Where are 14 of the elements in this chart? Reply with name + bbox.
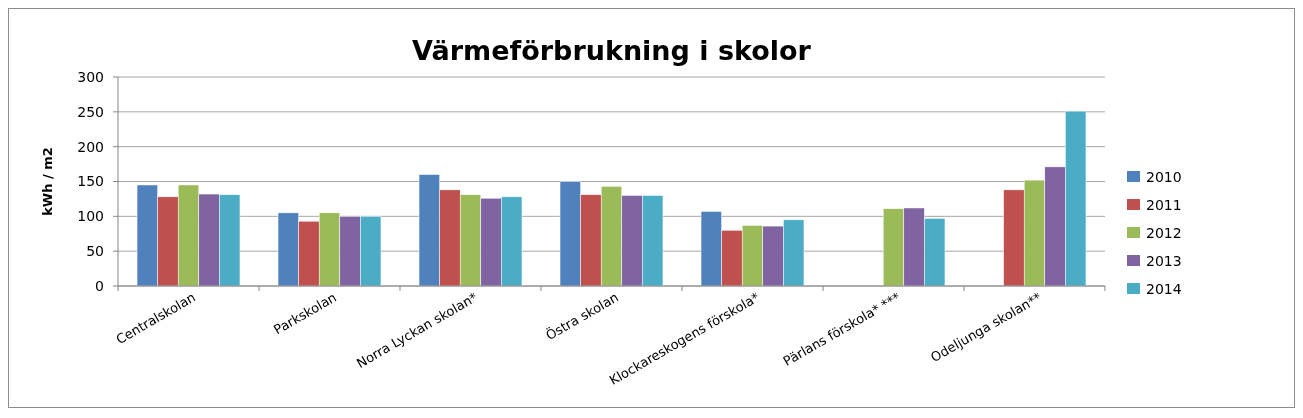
legend-label: 2014 — [1146, 280, 1182, 297]
legend-label: 2010 — [1146, 168, 1182, 185]
y-tick-label: 300 — [77, 68, 104, 85]
chart-title: Värmeförbrukning i skolor — [412, 35, 812, 66]
y-tick-label: 50 — [86, 243, 104, 260]
legend-label: 2012 — [1146, 224, 1182, 241]
y-tick-label: 200 — [77, 138, 104, 155]
legend-label: 2011 — [1146, 196, 1182, 213]
y-tick-label: 0 — [95, 277, 104, 294]
legend-label: 2013 — [1146, 252, 1182, 269]
y-tick-label: 250 — [77, 103, 104, 120]
y-axis-title: kWh / m2 — [40, 147, 55, 216]
y-tick-label: 100 — [77, 208, 104, 225]
y-tick-label: 150 — [77, 173, 104, 190]
